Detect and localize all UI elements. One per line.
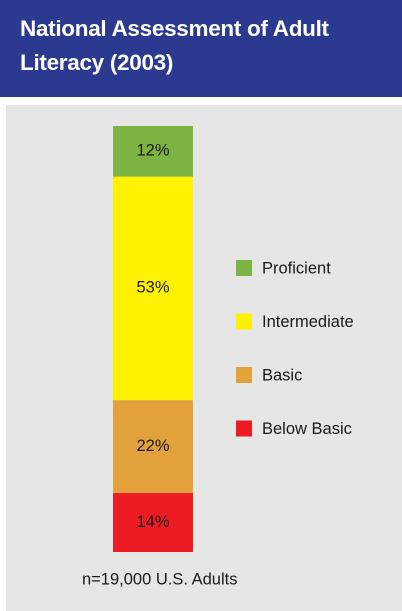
legend-label: Below Basic xyxy=(262,420,352,438)
panel xyxy=(6,105,402,611)
legend-swatch xyxy=(236,420,252,437)
legend-label: Intermediate xyxy=(262,313,354,331)
legend-swatch xyxy=(236,367,252,383)
legend-label: Proficient xyxy=(262,259,331,277)
bar-segment xyxy=(113,176,193,401)
chart-title: National Assessment of Adult Literacy (2… xyxy=(20,16,329,75)
header: National Assessment of Adult Literacy (2… xyxy=(0,0,402,97)
data-label: 12% xyxy=(136,142,169,160)
bar-segment xyxy=(113,126,193,177)
data-label: 14% xyxy=(136,513,169,531)
legend-swatch xyxy=(236,313,252,330)
legend-label: Basic xyxy=(262,366,302,384)
data-label: 22% xyxy=(136,437,169,455)
bar-segment xyxy=(113,492,193,552)
data-label: 53% xyxy=(136,279,169,297)
footnote: n=19,000 U.S. Adults xyxy=(82,570,238,588)
legend-swatch xyxy=(236,260,252,276)
bar-segment xyxy=(113,400,193,493)
